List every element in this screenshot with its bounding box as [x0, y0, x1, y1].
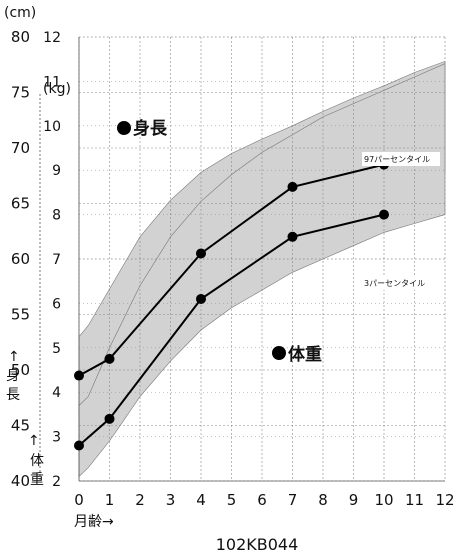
- data-point-weight: [379, 209, 389, 220]
- data-point-weight: [287, 231, 298, 242]
- y-tick-weight: 10: [43, 119, 61, 135]
- x-tick: 9: [349, 491, 359, 509]
- y-tick-height: 65: [11, 195, 30, 213]
- y-tick-weight: 2: [52, 474, 61, 490]
- height-axis-arrow: ↑: [8, 349, 20, 365]
- x-tick: 10: [374, 491, 393, 509]
- figure-caption: 102KB044: [216, 535, 299, 554]
- y-tick-height: 60: [11, 250, 30, 268]
- y-tick-weight: 12: [43, 30, 61, 46]
- y-tick-weight: 6: [52, 296, 61, 312]
- weight-label-dot: [272, 346, 286, 360]
- x-tick: 12: [435, 491, 454, 509]
- x-tick: 11: [405, 491, 424, 509]
- y-tick-weight: 4: [52, 385, 61, 401]
- y-tick-height: 70: [11, 139, 30, 157]
- x-tick: 7: [288, 491, 298, 509]
- data-point-weight: [104, 413, 115, 424]
- data-point-height: [104, 353, 115, 364]
- x-tick: 6: [257, 491, 267, 509]
- data-point-weight: [196, 293, 206, 304]
- x-tick: 0: [74, 491, 84, 509]
- data-series: [74, 159, 389, 451]
- y-tick-height: 80: [11, 28, 30, 46]
- y-tick-height: 75: [11, 84, 30, 102]
- p3-annotation: 3パーセンタイル: [364, 279, 425, 288]
- data-point-height: [196, 248, 206, 259]
- y-tick-height: 45: [11, 417, 30, 435]
- height-label-dot: [117, 121, 131, 135]
- x-tick: 4: [196, 491, 206, 509]
- x-axis-ticks: 0 1 2 3 4 5 6 7 8 9 10 11 12: [74, 491, 454, 509]
- x-tick: 1: [105, 491, 115, 509]
- x-tick: 8: [318, 491, 328, 509]
- x-axis-label: 月齢→: [74, 514, 114, 530]
- weight-axis-ticks: 12 11 10 9 8 7 6 5 4 3 2: [43, 30, 61, 490]
- y-tick-weight: 9: [52, 163, 61, 179]
- p97-label-bg: [362, 152, 440, 166]
- height-annotation: 身長: [133, 118, 168, 139]
- y-tick-weight: 11: [43, 74, 61, 90]
- x-tick: 2: [135, 491, 145, 509]
- height-unit-label: (cm): [4, 5, 36, 21]
- data-point-weight: [74, 440, 84, 451]
- height-axis-char-1: 身: [6, 368, 20, 384]
- y-tick-height: 55: [11, 306, 30, 324]
- data-point-height: [74, 370, 84, 381]
- p97-annotation: 97パーセンタイル: [364, 155, 430, 164]
- y-tick-weight: 7: [52, 252, 61, 268]
- weight-axis-char-1: 体: [30, 453, 44, 469]
- y-tick-weight: 8: [52, 208, 61, 224]
- weight-annotation: 体重: [288, 344, 322, 365]
- p3-label-bg: [362, 276, 432, 290]
- y-tick-weight: 5: [52, 341, 61, 357]
- y-tick-weight: 3: [52, 430, 61, 446]
- weight-unit-label: (kg): [43, 81, 71, 97]
- y-tick-height: 40: [11, 472, 30, 490]
- data-point-height: [287, 181, 298, 192]
- height-axis-ticks: 80 75 70 65 60 55 50 45 40: [11, 28, 30, 490]
- weight-axis-arrow: ↑: [28, 433, 40, 449]
- x-tick: 5: [227, 491, 237, 509]
- x-tick: 3: [166, 491, 176, 509]
- y-tick-height: 50: [11, 361, 30, 379]
- weight-axis-char-2: 重: [30, 472, 44, 488]
- grid-lines: [39, 36, 446, 482]
- height-axis-char-2: 長: [6, 387, 20, 403]
